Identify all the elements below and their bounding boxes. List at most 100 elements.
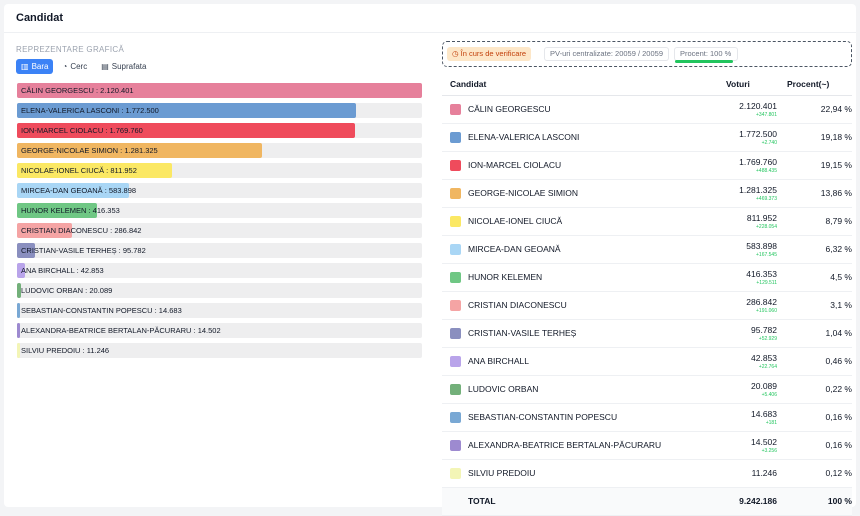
candidate-name: ALEXANDRA-BEATRICE BERTALAN-PĂCURARU — [468, 440, 662, 450]
color-swatch — [450, 356, 461, 367]
table-row[interactable]: NICOLAE-IONEL CIUCĂ 811.952 +228.054 8,79 % — [442, 208, 852, 236]
candidate-votes: 2.120.401 — [739, 101, 777, 111]
header-candidate[interactable]: Candidat — [450, 79, 487, 89]
candidate-votes-delta: +129.511 — [756, 280, 777, 286]
candidate-votes: 1.281.325 — [739, 185, 777, 195]
candidate-percent: 3,1 % — [830, 300, 852, 310]
candidate-votes: 286.842 — [746, 297, 777, 307]
candidate-name: CRISTIAN DIACONESCU — [468, 300, 567, 310]
results-table: Candidat Voturi Procent(~) CĂLIN GEORGES… — [442, 73, 852, 516]
bar-label: GEORGE-NICOLAE SIMION : 1.281.325 — [21, 146, 158, 155]
table-row[interactable]: CRISTIAN-VASILE TERHEȘ 95.782 +52.929 1,04 … — [442, 320, 852, 348]
table-row[interactable]: ALEXANDRA-BEATRICE BERTALAN-PĂCURARU 14.5… — [442, 432, 852, 460]
candidate-percent: 0,16 % — [825, 440, 852, 450]
bar-label: ELENA-VALERICA LASCONI : 1.772.500 — [21, 106, 159, 115]
color-swatch — [450, 244, 461, 255]
candidate-percent: 0,22 % — [825, 384, 852, 394]
table-row[interactable]: SILVIU PREDOIU 11.246 0,12 % — [442, 460, 852, 488]
table-row[interactable]: GEORGE-NICOLAE SIMION 1.281.325 +469.373 13… — [442, 180, 852, 208]
bar — [17, 143, 262, 158]
bar-label: LUDOVIC ORBAN : 20.089 — [21, 286, 113, 295]
bar-row[interactable]: SEBASTIAN-CONSTANTIN POPESCU : 14.683 — [17, 303, 422, 318]
area-chart-icon: ▤ — [101, 62, 109, 71]
color-swatch — [450, 104, 461, 115]
table-row[interactable]: CRISTIAN DIACONESCU 286.842 +191.060 3,1 % — [442, 292, 852, 320]
panel-title: Candidat — [16, 12, 64, 24]
bar-label: ANA BIRCHALL : 42.853 — [21, 266, 104, 275]
total-votes: 9.242.186 — [739, 496, 777, 506]
table-row[interactable]: ELENA-VALERICA LASCONI 1.772.500 +2.740 19,… — [442, 124, 852, 152]
bar-label: ALEXANDRA-BEATRICE BERTALAN-PĂCURARU : 1… — [21, 326, 221, 335]
bar-row[interactable]: GEORGE-NICOLAE SIMION : 1.281.325 — [17, 143, 422, 158]
candidate-percent: 4,5 % — [830, 272, 852, 282]
table-row[interactable]: ANA BIRCHALL 42.853 +22.764 0,46 % — [442, 348, 852, 376]
bar-row[interactable]: CĂLIN GEORGESCU : 2.120.401 — [17, 83, 422, 98]
tab-bar-label: Bara — [31, 62, 49, 71]
candidate-votes-delta: +469.373 — [756, 196, 777, 202]
bar-chart: CĂLIN GEORGESCU : 2.120.401 ELENA-VALERIC… — [17, 83, 422, 363]
table-body: CĂLIN GEORGESCU 2.120.401 +347.801 22,94 % E… — [442, 96, 852, 488]
candidate-percent: 8,79 % — [825, 216, 852, 226]
bar-row[interactable]: NICOLAE-IONEL CIUCĂ : 811.952 — [17, 163, 422, 178]
bar-row[interactable]: ION-MARCEL CIOLACU : 1.769.760 — [17, 123, 422, 138]
percent-badge: Procent: 100 % — [674, 47, 738, 61]
bar-row[interactable]: CRISTIAN-VASILE TERHEȘ : 95.782 — [17, 243, 422, 258]
bar-label: SILVIU PREDOIU : 11.246 — [21, 346, 110, 355]
table-row[interactable]: ION-MARCEL CIOLACU 1.769.760 +488.435 19,15… — [442, 152, 852, 180]
bar — [17, 263, 26, 278]
candidate-votes: 20.089 — [751, 381, 777, 391]
tab-bar[interactable]: ▥ Bara — [16, 59, 54, 74]
color-swatch — [450, 440, 461, 451]
chart-type-tabs: ▥ Bara ◔ Cerc ▤ Suprafata — [16, 59, 151, 74]
bar-row[interactable]: SILVIU PREDOIU : 11.246 — [17, 343, 422, 358]
bar-label: NICOLAE-IONEL CIUCĂ : 811.952 — [21, 166, 137, 175]
table-row[interactable]: CĂLIN GEORGESCU 2.120.401 +347.801 22,94 % — [442, 96, 852, 124]
candidate-name: ION-MARCEL CIOLACU — [468, 160, 562, 170]
candidate-votes-delta: +181 — [765, 420, 777, 426]
color-swatch — [450, 188, 461, 199]
candidate-name: ANA BIRCHALL — [468, 356, 529, 366]
color-swatch — [450, 384, 461, 395]
header-votes[interactable]: Voturi — [726, 79, 750, 89]
bar-row[interactable]: ALEXANDRA-BEATRICE BERTALAN-PĂCURARU : 1… — [17, 323, 422, 338]
candidate-percent: 6,32 % — [825, 244, 852, 254]
candidate-percent: 22,94 % — [820, 104, 852, 114]
table-row[interactable]: HUNOR KELEMEN 416.353 +129.511 4,5 % — [442, 264, 852, 292]
bar — [17, 343, 20, 358]
bar-row[interactable]: MIRCEA-DAN GEOANĂ : 583.898 — [17, 183, 422, 198]
candidate-name: MIRCEA-DAN GEOANĂ — [468, 244, 561, 254]
chart-section-label: REPREZENTARE GRAFICĂ — [16, 45, 125, 54]
candidate-name: LUDOVIC ORBAN — [468, 384, 539, 394]
bar-row[interactable]: LUDOVIC ORBAN : 20.089 — [17, 283, 422, 298]
tab-area-label: Suprafata — [111, 62, 147, 71]
candidate-votes-delta: +52.929 — [758, 336, 777, 342]
bar — [17, 243, 36, 258]
candidate-percent: 13,86 % — [820, 188, 852, 198]
candidate-votes-delta: +2.740 — [761, 140, 777, 146]
color-swatch — [450, 132, 461, 143]
candidate-name: ELENA-VALERICA LASCONI — [468, 132, 580, 142]
table-row[interactable]: LUDOVIC ORBAN 20.089 +5.406 0,22 % — [442, 376, 852, 404]
bar — [17, 283, 21, 298]
candidate-percent: 0,16 % — [825, 412, 852, 422]
candidate-votes: 11.246 — [751, 468, 777, 478]
candidate-percent: 0,12 % — [825, 468, 852, 478]
bar-row[interactable]: ANA BIRCHALL : 42.853 — [17, 263, 422, 278]
table-row[interactable]: SEBASTIAN-CONSTANTIN POPESCU 14.683 +181 0,… — [442, 404, 852, 432]
color-swatch — [450, 272, 461, 283]
candidate-votes-delta: +228.054 — [756, 224, 777, 230]
bar-row[interactable]: ELENA-VALERICA LASCONI : 1.772.500 — [17, 103, 422, 118]
bar-row[interactable]: HUNOR KELEMEN : 416.353 — [17, 203, 422, 218]
color-swatch — [450, 328, 461, 339]
table-header: Candidat Voturi Procent(~) — [442, 73, 852, 96]
bar — [17, 123, 356, 138]
table-row[interactable]: MIRCEA-DAN GEOANĂ 583.898 +167.545 6,32 % — [442, 236, 852, 264]
table-total-row: TOTAL 9.242.186 100 % — [442, 488, 852, 516]
candidate-votes-delta: +5.406 — [761, 392, 777, 398]
bar-label: SEBASTIAN-CONSTANTIN POPESCU : 14.683 — [21, 306, 182, 315]
verification-text: În curs de verificare — [460, 49, 527, 58]
bar-row[interactable]: CRISTIAN DIACONESCU : 286.842 — [17, 223, 422, 238]
tab-area[interactable]: ▤ Suprafata — [96, 59, 151, 74]
header-percent[interactable]: Procent(~) — [787, 79, 830, 89]
tab-circle[interactable]: ◔ Cerc — [57, 59, 92, 74]
